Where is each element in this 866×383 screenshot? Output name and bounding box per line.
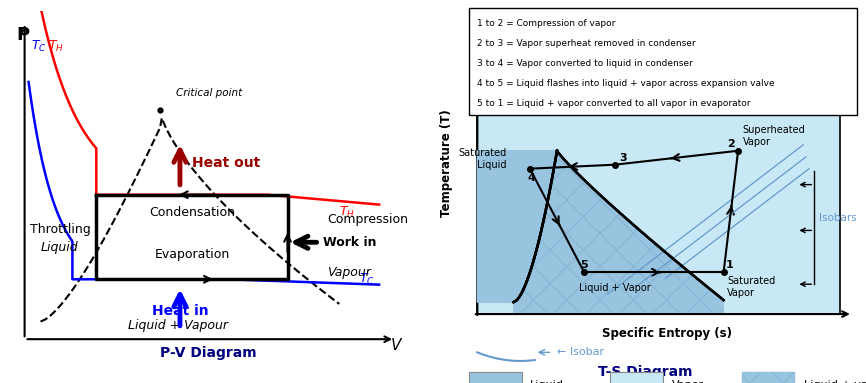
Text: $T_H$: $T_H$	[339, 205, 355, 220]
Text: 4: 4	[527, 172, 535, 183]
Text: 5: 5	[579, 260, 587, 270]
Text: 3: 3	[619, 153, 627, 163]
Text: 2 to 3 = Vapor superheat removed in condenser: 2 to 3 = Vapor superheat removed in cond…	[477, 39, 696, 48]
Text: 1: 1	[726, 260, 734, 270]
Text: Compression: Compression	[327, 213, 409, 226]
Polygon shape	[514, 151, 724, 314]
Text: $T_C$: $T_C$	[30, 39, 46, 54]
Bar	[469, 372, 521, 383]
Polygon shape	[477, 151, 557, 302]
Text: Vapor: Vapor	[672, 380, 704, 383]
Text: Heat out: Heat out	[192, 156, 260, 170]
Text: Saturated
Liquid: Saturated Liquid	[458, 148, 507, 170]
Text: Condensation: Condensation	[149, 206, 235, 219]
Text: Liquid + Vapour: Liquid + Vapour	[128, 319, 228, 332]
Text: Liquid + Vapor: Liquid + Vapor	[579, 283, 651, 293]
Bar	[477, 115, 839, 314]
Bar	[610, 372, 662, 383]
Polygon shape	[477, 151, 557, 302]
Bar	[742, 372, 795, 383]
Text: Superheated
Vapor: Superheated Vapor	[742, 125, 805, 147]
Text: 1 to 2 = Compression of vapor: 1 to 2 = Compression of vapor	[477, 19, 616, 28]
Text: Saturated
Vapor: Saturated Vapor	[727, 276, 775, 298]
Text: Liquid: Liquid	[41, 241, 78, 254]
Text: Throttling: Throttling	[30, 223, 91, 236]
Bar	[469, 8, 857, 115]
Text: P: P	[16, 26, 29, 44]
Text: P-V Diagram: P-V Diagram	[159, 346, 256, 360]
Text: 5 to 1 = Liquid + vapor converted to all vapor in evaporator: 5 to 1 = Liquid + vapor converted to all…	[477, 99, 751, 108]
Text: Work in: Work in	[323, 236, 377, 249]
Text: 4 to 5 = Liquid flashes into liquid + vapor across expansion valve: 4 to 5 = Liquid flashes into liquid + va…	[477, 79, 775, 88]
Text: Isobars: Isobars	[818, 213, 856, 223]
Text: Temperature (T): Temperature (T)	[440, 110, 453, 218]
Text: Vapour: Vapour	[327, 266, 372, 279]
Text: T-S Diagram: T-S Diagram	[598, 365, 693, 379]
Text: V: V	[391, 338, 402, 353]
Text: Liquid: Liquid	[530, 380, 565, 383]
Text: Critical point: Critical point	[176, 88, 242, 98]
Text: Liquid + vapor: Liquid + vapor	[805, 380, 866, 383]
Text: ← Isobar: ← Isobar	[557, 347, 604, 357]
Text: $T_C$: $T_C$	[359, 272, 375, 287]
Text: $T_H$: $T_H$	[48, 39, 64, 54]
Text: 2: 2	[727, 139, 735, 149]
Text: Specific Entropy (s): Specific Entropy (s)	[602, 327, 733, 340]
Text: 3 to 4 = Vapor converted to liquid in condenser: 3 to 4 = Vapor converted to liquid in co…	[477, 59, 693, 68]
Text: Evaporation: Evaporation	[154, 248, 229, 261]
Text: Heat in: Heat in	[152, 304, 208, 318]
